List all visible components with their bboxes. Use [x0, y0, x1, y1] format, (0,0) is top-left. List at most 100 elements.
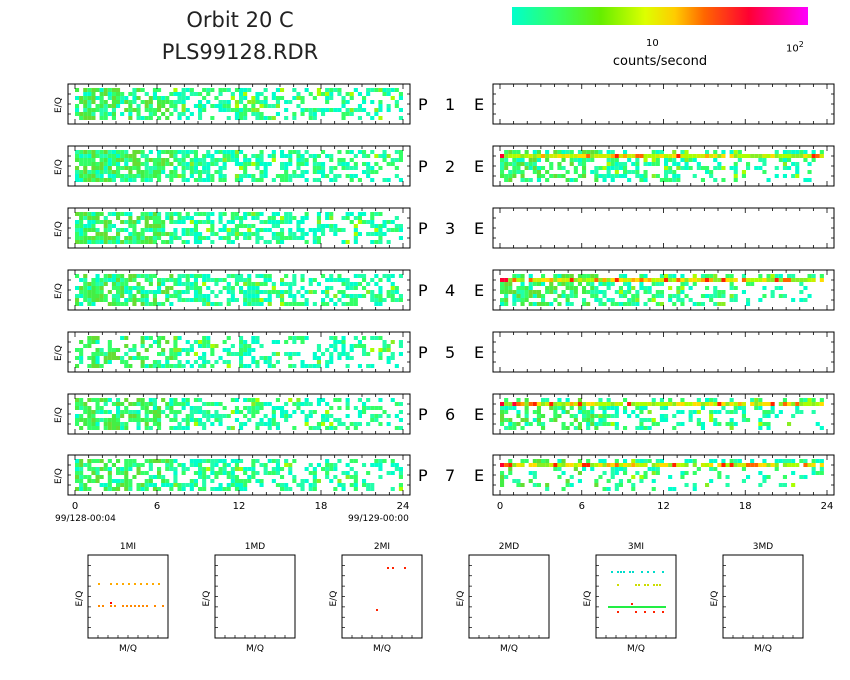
mass-point	[110, 605, 112, 607]
heatmap-cell	[357, 108, 362, 112]
heatmap-cell	[329, 298, 334, 302]
heatmap-cell	[103, 104, 108, 108]
heatmap-cell	[337, 356, 342, 360]
heatmap-cell	[181, 174, 186, 178]
heatmap-cell	[91, 92, 96, 96]
heatmap-cell	[672, 174, 677, 178]
heatmap-cell	[316, 364, 321, 368]
heatmap-cell	[75, 274, 80, 278]
heatmap-cell	[606, 166, 611, 170]
heatmap-cell	[520, 170, 525, 174]
heatmap-cell	[762, 278, 767, 282]
heatmap-cell	[152, 166, 157, 170]
heatmap-cell	[267, 459, 272, 463]
heatmap-cell	[210, 212, 215, 216]
heatmap-cell	[157, 475, 162, 479]
heatmap-cell	[116, 212, 121, 216]
heatmap-cell	[185, 414, 190, 418]
heatmap-cell	[214, 459, 219, 463]
heatmap-cell	[590, 170, 595, 174]
heatmap-cell	[185, 352, 190, 356]
heatmap-cell	[659, 398, 664, 402]
heatmap-cell	[337, 174, 342, 178]
heatmap-cell	[504, 278, 509, 282]
heatmap-cell	[107, 224, 112, 228]
heatmap-cell	[754, 463, 759, 467]
heatmap-cell	[741, 410, 746, 414]
heatmap-cell	[120, 92, 125, 96]
heatmap-cell	[787, 278, 792, 282]
heatmap-cell	[565, 426, 570, 430]
heatmap-cell	[321, 274, 326, 278]
heatmap-cell	[627, 298, 632, 302]
heatmap-cell	[206, 150, 211, 154]
heatmap-cell	[87, 104, 92, 108]
heatmap-cell	[206, 286, 211, 290]
heatmap-cell	[128, 402, 133, 406]
mass-ylabel: E/Q	[710, 591, 720, 607]
heatmap-cell	[618, 274, 623, 278]
heatmap-cell	[573, 402, 578, 406]
heatmap-cell	[99, 158, 104, 162]
heatmap-cell	[366, 174, 371, 178]
heatmap-cell	[75, 150, 80, 154]
heatmap-cell	[741, 418, 746, 422]
heatmap-cell	[795, 402, 800, 406]
heatmap-cell	[635, 170, 640, 174]
heatmap-cell	[99, 240, 104, 244]
heatmap-cell	[659, 406, 664, 410]
heatmap-cell	[573, 158, 578, 162]
heatmap-cell	[91, 302, 96, 306]
heatmap-cell	[545, 290, 550, 294]
heatmap-cell	[206, 100, 211, 104]
heatmap-cell	[705, 154, 710, 158]
heatmap-cell	[75, 364, 80, 368]
heatmap-cell	[639, 426, 644, 430]
heatmap-cell	[128, 467, 133, 471]
heatmap-cell	[766, 410, 771, 414]
heatmap-cell	[280, 302, 285, 306]
heatmap-cell	[329, 212, 334, 216]
heatmap-cell	[288, 162, 293, 166]
heatmap-cell	[341, 422, 346, 426]
heatmap-cell	[345, 240, 350, 244]
heatmap-cell	[300, 100, 305, 104]
heatmap-cell	[189, 92, 194, 96]
heatmap-cell	[243, 340, 248, 344]
heatmap-cell	[152, 170, 157, 174]
mass-ylabel: E/Q	[75, 591, 85, 607]
heatmap-cell	[189, 344, 194, 348]
heatmap-cell	[161, 282, 166, 286]
ylabel: E/Q	[54, 468, 64, 484]
heatmap-cell	[516, 294, 521, 298]
heatmap-cell	[234, 216, 239, 220]
heatmap-cell	[251, 174, 256, 178]
heatmap-cell	[83, 216, 88, 220]
heatmap-cell	[103, 88, 108, 92]
heatmap-cell	[296, 483, 301, 487]
heatmap-cell	[394, 166, 399, 170]
heatmap-cell	[386, 356, 391, 360]
heatmap-cell	[181, 348, 186, 352]
heatmap-cell	[341, 294, 346, 298]
heatmap-cell	[353, 422, 358, 426]
heatmap-cell	[316, 356, 321, 360]
heatmap-cell	[577, 278, 582, 282]
heatmap-cell	[312, 290, 317, 294]
heatmap-cell	[378, 406, 383, 410]
heatmap-cell	[79, 112, 84, 116]
heatmap-cell	[247, 236, 252, 240]
heatmap-cell	[541, 298, 546, 302]
heatmap-cell	[177, 116, 182, 120]
heatmap-cell	[655, 467, 660, 471]
heatmap-cell	[144, 356, 149, 360]
heatmap-cell	[226, 228, 231, 232]
heatmap-cell	[132, 174, 137, 178]
heatmap-cell	[353, 216, 358, 220]
heatmap-cell	[325, 224, 330, 228]
heatmap-cell	[569, 162, 574, 166]
heatmap-cell	[292, 112, 297, 116]
heatmap-cell	[173, 467, 178, 471]
heatmap-cell	[598, 282, 603, 286]
heatmap-cell	[169, 240, 174, 244]
